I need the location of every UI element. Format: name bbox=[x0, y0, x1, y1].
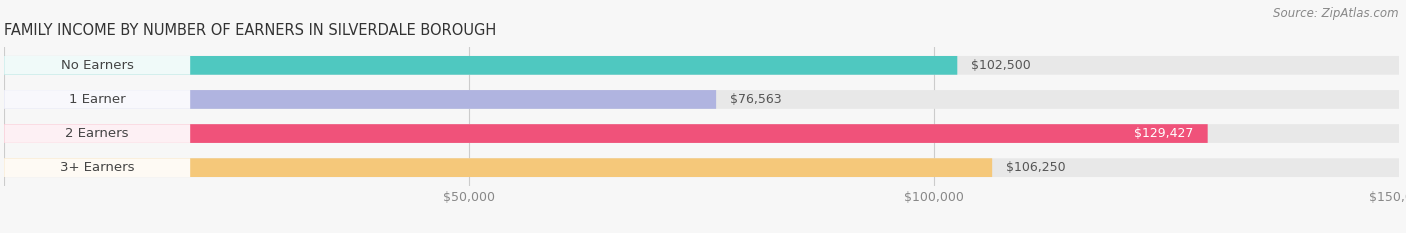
FancyBboxPatch shape bbox=[4, 158, 190, 177]
Text: $76,563: $76,563 bbox=[730, 93, 782, 106]
Text: 2 Earners: 2 Earners bbox=[66, 127, 129, 140]
Text: 3+ Earners: 3+ Earners bbox=[60, 161, 135, 174]
FancyBboxPatch shape bbox=[4, 90, 1399, 109]
FancyBboxPatch shape bbox=[4, 56, 957, 75]
FancyBboxPatch shape bbox=[4, 124, 1399, 143]
Text: 1 Earner: 1 Earner bbox=[69, 93, 125, 106]
Text: $102,500: $102,500 bbox=[972, 59, 1031, 72]
FancyBboxPatch shape bbox=[4, 56, 190, 75]
FancyBboxPatch shape bbox=[4, 158, 1399, 177]
Text: No Earners: No Earners bbox=[60, 59, 134, 72]
Text: FAMILY INCOME BY NUMBER OF EARNERS IN SILVERDALE BOROUGH: FAMILY INCOME BY NUMBER OF EARNERS IN SI… bbox=[4, 24, 496, 38]
FancyBboxPatch shape bbox=[4, 90, 716, 109]
Text: $106,250: $106,250 bbox=[1007, 161, 1066, 174]
FancyBboxPatch shape bbox=[4, 124, 1208, 143]
FancyBboxPatch shape bbox=[4, 56, 1399, 75]
Text: Source: ZipAtlas.com: Source: ZipAtlas.com bbox=[1274, 7, 1399, 20]
FancyBboxPatch shape bbox=[4, 158, 993, 177]
FancyBboxPatch shape bbox=[4, 90, 190, 109]
FancyBboxPatch shape bbox=[4, 124, 190, 143]
Text: $129,427: $129,427 bbox=[1135, 127, 1194, 140]
